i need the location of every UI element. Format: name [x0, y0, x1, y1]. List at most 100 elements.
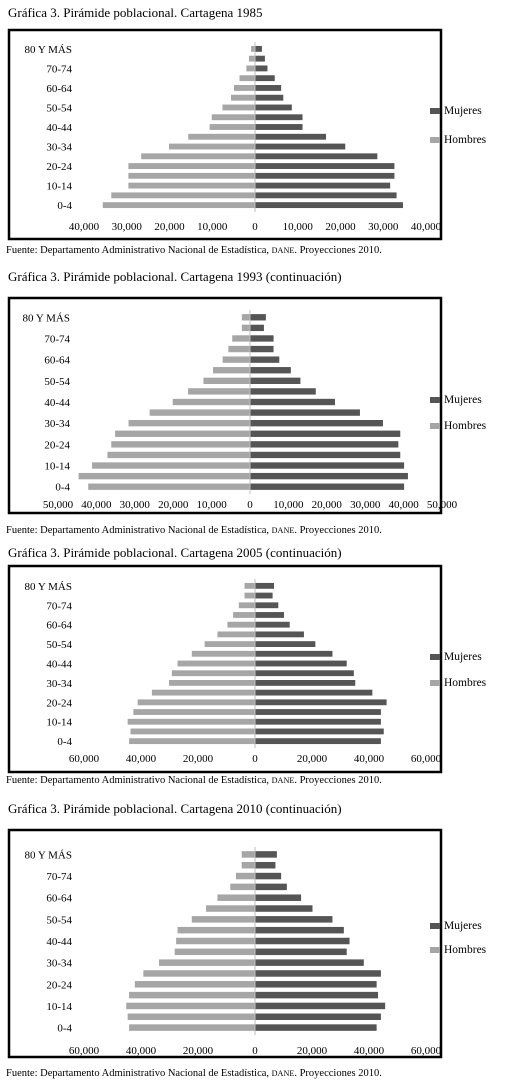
bar-hombres — [227, 621, 255, 628]
y-tick-label: 80 Y MÁS — [25, 581, 72, 593]
bar-hombres — [241, 851, 255, 858]
y-tick-label: 50-54 — [46, 639, 72, 651]
y-tick-label: 10-14 — [46, 181, 72, 193]
bar-mujeres — [255, 192, 397, 199]
y-tick-label: 60-64 — [46, 893, 72, 905]
bar-hombres — [244, 582, 255, 589]
y-tick-label: 0-4 — [57, 736, 72, 748]
bar-mujeres — [250, 335, 274, 342]
bar-mujeres — [250, 483, 405, 490]
x-tick-label: 30,000 — [112, 221, 143, 233]
bar-mujeres — [255, 728, 384, 735]
y-tick-label: 70-74 — [46, 871, 72, 883]
bar-hombres — [129, 991, 255, 999]
bar-hombres — [115, 430, 250, 437]
y-tick-label: 60-64 — [46, 620, 72, 632]
y-tick-label: 10-14 — [46, 1001, 72, 1013]
bar-hombres — [232, 335, 250, 342]
bar-mujeres — [255, 689, 373, 696]
bar-mujeres — [250, 420, 383, 427]
bar-hombres — [128, 420, 250, 427]
bar-mujeres — [255, 872, 282, 880]
bar-hombres — [78, 472, 250, 480]
y-tick-label: 70-74 — [46, 600, 72, 612]
y-tick-label: 70-74 — [44, 333, 70, 345]
y-tick-label: 30-34 — [46, 142, 72, 154]
y-tick-label: 60-64 — [46, 83, 72, 95]
bar-hombres — [209, 124, 255, 130]
x-tick-label: 40,000 — [411, 221, 442, 233]
bar-hombres — [174, 948, 255, 956]
legend-swatch-hombres — [430, 947, 440, 953]
pyramid-chart-2: Gráfica 3. Pirámide poblacional. Cartage… — [6, 269, 487, 536]
x-tick-label: 30,000 — [368, 221, 399, 233]
y-tick-label: 10-14 — [46, 717, 72, 729]
y-tick-label: 40-44 — [46, 936, 72, 948]
bar-mujeres — [255, 163, 395, 169]
bar-hombres — [203, 377, 250, 384]
bar-mujeres — [255, 114, 303, 121]
bar-mujeres — [255, 1024, 377, 1031]
bar-mujeres — [255, 894, 302, 901]
y-tick-label: 10-14 — [44, 461, 70, 473]
bar-hombres — [191, 916, 255, 923]
bar-mujeres — [255, 1002, 386, 1010]
bar-mujeres — [255, 621, 290, 628]
bar-hombres — [239, 75, 255, 82]
x-tick-label: 20,000 — [183, 753, 214, 765]
bar-hombres — [133, 709, 255, 715]
legend-label-hombres: Hombres — [444, 677, 487, 689]
bar-hombres — [228, 345, 250, 353]
bar-hombres — [246, 65, 255, 72]
pyramid-chart-4: Gráfica 3. Pirámide poblacional. Cartage… — [6, 801, 487, 1079]
x-tick-label: 60,000 — [411, 753, 442, 765]
bar-mujeres — [250, 398, 335, 406]
bar-hombres — [213, 367, 250, 374]
source-note: Fuente: Departamento Administrativo Naci… — [6, 1068, 382, 1079]
chart-title: Gráfica 3. Pirámide poblacional. Cartage… — [8, 269, 342, 284]
x-tick-label: 40,000 — [69, 221, 100, 233]
bar-mujeres — [255, 582, 275, 589]
bar-mujeres — [250, 367, 291, 374]
bar-hombres — [241, 861, 255, 869]
bar-mujeres — [255, 612, 284, 618]
bar-hombres — [88, 483, 250, 490]
bar-hombres — [92, 462, 250, 469]
x-tick-label: 20,000 — [312, 499, 343, 511]
y-tick-label: 0-4 — [57, 200, 72, 212]
bar-hombres — [188, 133, 255, 140]
bar-mujeres — [250, 377, 301, 384]
bar-hombres — [159, 959, 255, 966]
legend-label-mujeres: Mujeres — [444, 105, 482, 117]
bar-mujeres — [255, 680, 356, 686]
y-tick-label: 50-54 — [46, 102, 72, 114]
bar-mujeres — [255, 709, 381, 715]
y-tick-label: 70-74 — [46, 63, 72, 75]
bar-mujeres — [250, 430, 401, 437]
y-tick-label: 80 Y MÁS — [25, 849, 72, 861]
bar-hombres — [233, 85, 255, 91]
x-tick-label: 20,000 — [297, 753, 328, 765]
bar-hombres — [128, 163, 255, 169]
legend-swatch-mujeres — [430, 397, 440, 403]
bar-hombres — [177, 926, 255, 934]
x-tick-label: 10,000 — [283, 221, 314, 233]
bar-mujeres — [255, 631, 304, 638]
y-tick-label: 30-34 — [46, 678, 72, 690]
bar-mujeres — [250, 472, 408, 480]
bar-hombres — [191, 650, 255, 657]
x-tick-label: 60,000 — [69, 753, 100, 765]
y-tick-label: 50-54 — [44, 376, 70, 388]
bar-hombres — [111, 192, 255, 199]
bar-hombres — [134, 981, 255, 988]
bar-mujeres — [255, 1013, 381, 1021]
bar-hombres — [102, 202, 255, 209]
bar-hombres — [129, 738, 255, 745]
bar-mujeres — [255, 124, 303, 130]
bar-mujeres — [255, 641, 316, 647]
x-tick-label: 40,000 — [354, 753, 385, 765]
x-tick-label: 20,000 — [325, 221, 356, 233]
pyramid-chart-1: Gráfica 3. Pirámide poblacional. Cartage… — [6, 5, 487, 256]
bar-mujeres — [255, 861, 276, 869]
bar-mujeres — [255, 650, 333, 657]
